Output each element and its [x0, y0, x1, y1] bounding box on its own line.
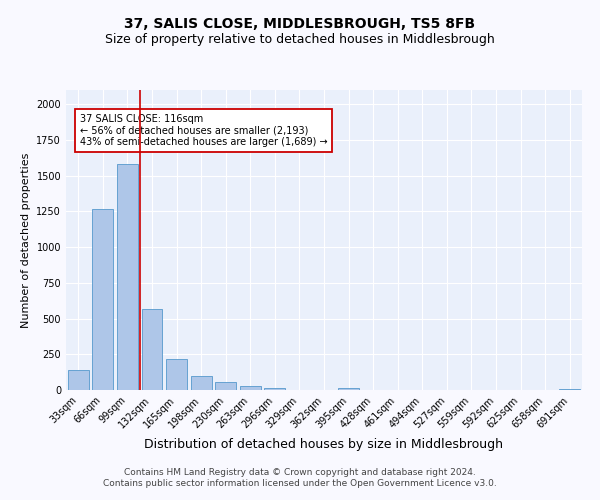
Bar: [240, 386, 261, 390]
Bar: [215, 382, 236, 390]
Text: 37 SALIS CLOSE: 116sqm
← 56% of detached houses are smaller (2,193)
43% of semi-: 37 SALIS CLOSE: 116sqm ← 56% of detached…: [80, 114, 328, 147]
Bar: [166, 358, 187, 390]
Bar: [92, 208, 113, 390]
Bar: [142, 308, 163, 390]
Text: Size of property relative to detached houses in Middlesbrough: Size of property relative to detached ho…: [105, 32, 495, 46]
Bar: [338, 388, 359, 390]
Bar: [265, 388, 286, 390]
Bar: [68, 370, 89, 390]
Text: 37, SALIS CLOSE, MIDDLESBROUGH, TS5 8FB: 37, SALIS CLOSE, MIDDLESBROUGH, TS5 8FB: [124, 18, 476, 32]
Text: Contains HM Land Registry data © Crown copyright and database right 2024.
Contai: Contains HM Land Registry data © Crown c…: [103, 468, 497, 487]
Bar: [117, 164, 138, 390]
Bar: [191, 376, 212, 390]
Y-axis label: Number of detached properties: Number of detached properties: [21, 152, 31, 328]
X-axis label: Distribution of detached houses by size in Middlesbrough: Distribution of detached houses by size …: [145, 438, 503, 451]
